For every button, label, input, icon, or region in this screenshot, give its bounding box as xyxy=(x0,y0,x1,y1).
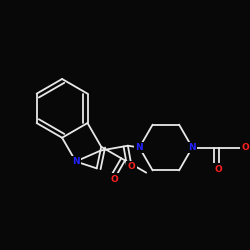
Text: O: O xyxy=(110,174,118,184)
Text: O: O xyxy=(241,143,249,152)
Text: N: N xyxy=(72,157,80,166)
Text: N: N xyxy=(188,143,196,152)
Text: N: N xyxy=(136,143,143,152)
Text: O: O xyxy=(128,162,136,172)
Text: O: O xyxy=(215,164,222,173)
